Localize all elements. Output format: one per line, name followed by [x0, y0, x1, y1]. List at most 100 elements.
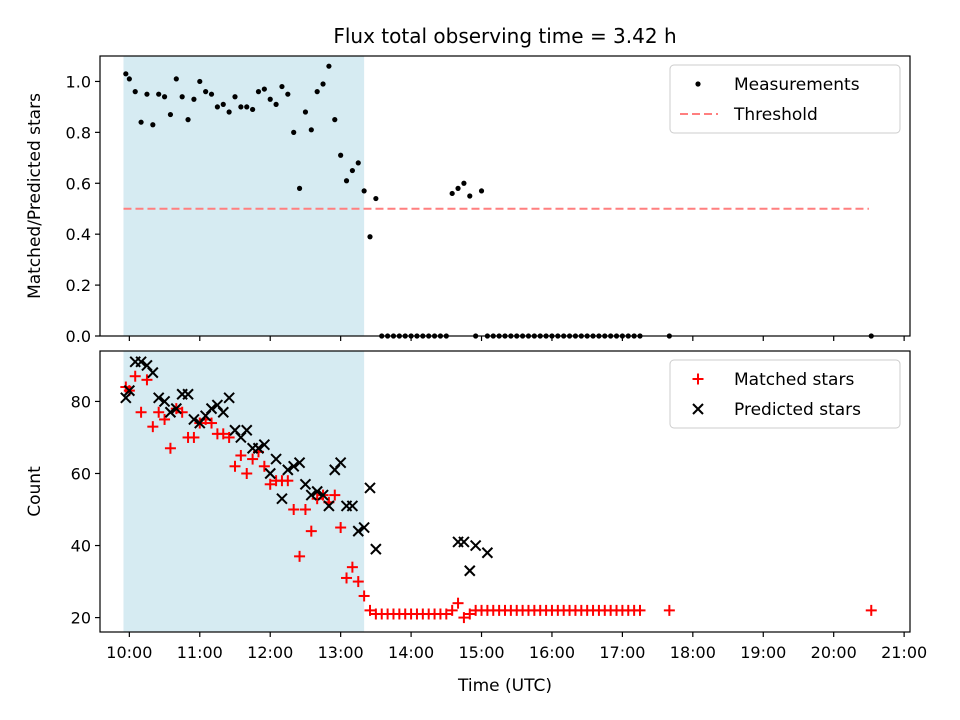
predicted-star-stroke-b [205, 402, 218, 415]
y-tick-label-top: 0.4 [66, 225, 91, 244]
predicted-star-point [270, 453, 282, 465]
matched-star-point [141, 374, 153, 386]
legend-box [669, 359, 901, 429]
y-axis-label-bottom: Count [25, 466, 45, 517]
measurement-point [132, 89, 138, 95]
matched-star-point [282, 475, 294, 487]
matched-star-point [153, 406, 165, 418]
predicted-star-point [164, 406, 177, 418]
x-tick-label: 21:00 [881, 643, 927, 662]
predicted-star-stroke-b [164, 406, 177, 418]
matched-star-point [188, 431, 200, 443]
legend-box [669, 64, 901, 134]
measurement-point [226, 109, 232, 115]
matched-star-point [364, 604, 376, 616]
measurement-point [285, 91, 291, 97]
matched-star-point [129, 370, 141, 382]
predicted-star-point [364, 482, 376, 494]
measurement-point [361, 188, 367, 194]
predicted-star-point [481, 547, 494, 559]
predicted-star-stroke-b [252, 442, 265, 454]
y-tick-label-top: 1.0 [66, 72, 91, 91]
x-tick-label: 11:00 [177, 643, 223, 662]
measurement-point [173, 76, 179, 82]
predicted-star-stroke-b [287, 460, 300, 472]
predicted-star-point [123, 384, 136, 397]
legend-measurement-swatch [695, 81, 701, 87]
predicted-star-point [205, 402, 218, 415]
measurement-point [273, 101, 279, 107]
measurement-point [255, 89, 262, 95]
measurement-point [296, 185, 303, 191]
predicted-star-stroke-b [346, 500, 359, 512]
predicted-star-stroke-b [158, 395, 171, 408]
matched-star-point [452, 597, 464, 609]
matched-star-point [223, 431, 235, 443]
matched-star-point [663, 604, 675, 616]
x-tick-label: 17:00 [599, 643, 645, 662]
x-tick-label: 10:00 [106, 643, 152, 662]
matched-star-point [458, 612, 470, 624]
matched-star-point [634, 604, 646, 616]
predicted-star-point [293, 456, 306, 469]
predicted-star-point [223, 392, 235, 404]
predicted-star-stroke-b [229, 424, 241, 436]
legend-predicted-swatch-b [692, 403, 704, 415]
predicted-star-stroke-b [311, 485, 323, 498]
x-tick-label: 15:00 [458, 643, 504, 662]
y-tick-label-bottom: 20 [71, 609, 91, 628]
y-axis-label-top: Matched/Predicted stars [25, 93, 45, 299]
predicted-star-point [287, 460, 300, 472]
measurement-point [156, 91, 162, 97]
x-tick-label: 18:00 [670, 643, 716, 662]
measurement-point [144, 91, 150, 97]
predicted-star-stroke-b [334, 456, 347, 469]
measurement-point [185, 117, 191, 123]
top-panel: 0.0 0.2 0.4 0.6 0.8 1.0 Matched/Predicted star… [25, 55, 911, 346]
measurement-point [267, 96, 273, 102]
chart-title: Flux total observing time = 3.42 h [333, 24, 676, 48]
measurement-point [203, 89, 209, 95]
measurement-point [308, 127, 314, 133]
predicted-star-point [147, 366, 159, 379]
measurement-point [244, 104, 250, 110]
x-axis-label: Time (UTC) [457, 676, 552, 696]
predicted-star-point [469, 539, 482, 552]
y-tick-label-bottom: 60 [71, 464, 91, 483]
matched-star-point [464, 608, 476, 620]
x-tick-label: 16:00 [529, 643, 575, 662]
legend-entry-label: Measurements [734, 75, 860, 95]
predicted-star-stroke-b [323, 500, 335, 512]
predicted-star-stroke-b [135, 356, 147, 368]
x-tick-label: 20:00 [811, 643, 857, 662]
matched-star-point [206, 417, 218, 429]
legend-entry-label: Matched stars [734, 370, 854, 390]
predicted-star-point [370, 543, 382, 555]
measurement-point [320, 81, 326, 87]
matched-star-point [294, 550, 306, 562]
predicted-star-stroke-b [147, 366, 159, 379]
predicted-star-stroke-b [370, 543, 382, 555]
legend-top: Measurements Threshold [669, 64, 901, 134]
measurement-point [123, 71, 129, 77]
measurement-point [179, 94, 185, 100]
predicted-star-point [358, 521, 370, 534]
measurement-point [338, 152, 344, 158]
predicted-star-stroke-b [182, 388, 194, 400]
measurement-point [355, 160, 361, 166]
predicted-star-stroke-b [299, 478, 312, 491]
matched-star-point [358, 590, 370, 602]
measurement-point [461, 180, 467, 186]
predicted-star-stroke-b [264, 467, 276, 480]
measurement-point [332, 117, 338, 123]
legend-entry-label: Predicted stars [734, 400, 861, 420]
predicted-star-stroke-b [152, 392, 165, 404]
predicted-star-point [188, 413, 200, 426]
axes-frame-bottom [99, 350, 911, 633]
matched-star-point [241, 467, 253, 479]
predicted-star-stroke-b [223, 392, 235, 404]
legend-bottom: Matched stars Predicted stars [669, 359, 901, 429]
matched-star-point [147, 421, 159, 433]
matched-star-point [865, 604, 877, 616]
